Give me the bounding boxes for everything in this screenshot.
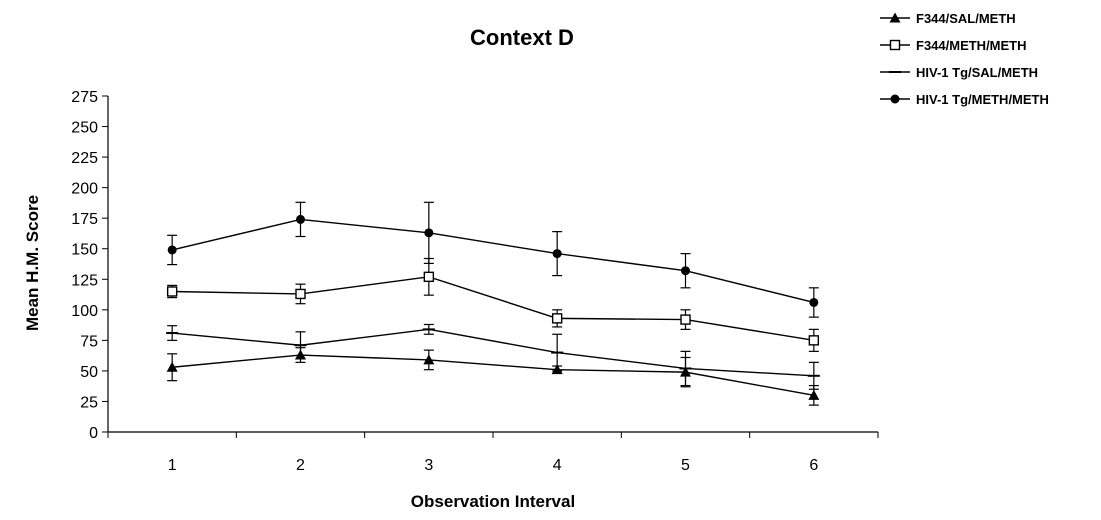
series-3: [166, 323, 820, 390]
square-marker: [889, 39, 901, 51]
triangle-marker: [166, 361, 178, 372]
y-tick-label: 75: [80, 333, 98, 350]
y-axis-label: Mean H.M. Score: [23, 195, 42, 331]
x-tick-label: 1: [168, 457, 177, 474]
circle-marker: [167, 245, 177, 255]
y-tick-label: 50: [80, 364, 98, 381]
circle-marker: [424, 228, 434, 238]
series-line: [172, 328, 814, 377]
x-tick-label: 3: [424, 457, 433, 474]
chart-title: Context D: [470, 25, 574, 50]
y-tick-label: 250: [71, 120, 98, 137]
y-tick-label: 125: [71, 272, 98, 289]
series-layer: [166, 201, 820, 406]
y-tick-label: 25: [80, 394, 98, 411]
y-tick-label: 225: [71, 150, 98, 167]
legend-label: F344/METH/METH: [916, 38, 1027, 53]
triangle-marker: [423, 354, 435, 365]
y-tick-label: 175: [71, 211, 98, 228]
x-tick-label: 4: [553, 457, 562, 474]
x-axis-label: Observation Interval: [411, 492, 575, 511]
triangle-marker: [808, 389, 820, 400]
series-line: [172, 276, 814, 342]
series-line: [172, 354, 814, 397]
square-marker: [551, 313, 563, 324]
y-tick-label: 275: [71, 89, 98, 106]
square-marker: [166, 286, 178, 297]
x-tick-label: 2: [296, 457, 305, 474]
axes: 0 25 50 75 100 125 150 175 200 225 250 275 1 2 3 4 5 6: [71, 89, 879, 474]
square-marker: [295, 288, 306, 300]
square-marker: [423, 271, 435, 283]
y-tick-label: 100: [71, 303, 98, 320]
series-1: [166, 347, 820, 406]
circle-marker: [681, 266, 690, 276]
circle-marker: [809, 297, 819, 307]
x-tick-label: 5: [681, 457, 690, 474]
x-tick-label: 6: [809, 457, 818, 474]
series-4: [167, 201, 819, 318]
circle-marker: [890, 94, 900, 104]
legend-item: HIV-1 Tg/METH/METH: [880, 92, 1049, 107]
series-2: [166, 257, 820, 352]
legend-item: HIV-1 Tg/SAL/METH: [880, 65, 1038, 80]
legend-item: F344/SAL/METH: [880, 11, 1016, 26]
series-line: [172, 218, 815, 304]
legend-label: HIV-1 Tg/METH/METH: [916, 92, 1049, 107]
legend-label: F344/SAL/METH: [916, 11, 1016, 26]
triangle-marker: [889, 12, 901, 23]
legend-label: HIV-1 Tg/SAL/METH: [916, 65, 1038, 80]
square-marker: [808, 335, 820, 346]
square-marker: [680, 314, 691, 325]
legend: F344/SAL/METH F344/METH/METH HIV-1 Tg/SAL/…: [880, 11, 1049, 107]
y-tick-label: 200: [71, 181, 98, 198]
circle-marker: [296, 214, 305, 224]
y-tick-label: 150: [71, 242, 98, 259]
circle-marker: [552, 249, 562, 259]
y-tick-label: 0: [89, 425, 98, 442]
legend-item: F344/METH/METH: [880, 38, 1027, 53]
